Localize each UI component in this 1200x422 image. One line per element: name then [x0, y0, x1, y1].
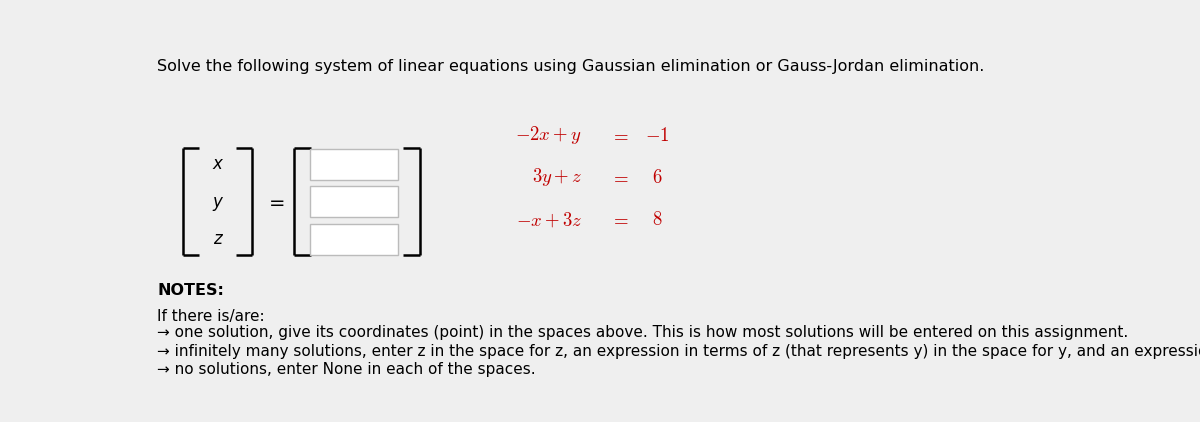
Text: $6$: $6$ — [652, 168, 662, 187]
Text: → no solutions, enter None in each of the spaces.: → no solutions, enter None in each of th… — [157, 362, 536, 377]
Text: NOTES:: NOTES: — [157, 283, 224, 298]
Text: $-x + 3z$: $-x + 3z$ — [516, 210, 582, 229]
Text: z: z — [214, 230, 222, 248]
Text: $-1$: $-1$ — [644, 126, 670, 145]
Text: Solve the following system of linear equations using Gaussian elimination or Gau: Solve the following system of linear equ… — [157, 59, 985, 74]
Text: $=$: $=$ — [611, 126, 629, 145]
Text: If there is/are:: If there is/are: — [157, 309, 265, 324]
Text: $3y + z$: $3y + z$ — [532, 166, 582, 188]
Text: $=$: $=$ — [611, 210, 629, 229]
Text: $-2x + y$: $-2x + y$ — [515, 124, 582, 146]
Text: $=$: $=$ — [611, 168, 629, 187]
Text: $=$: $=$ — [265, 192, 286, 211]
Text: x: x — [212, 155, 222, 173]
FancyBboxPatch shape — [310, 186, 398, 217]
FancyBboxPatch shape — [310, 149, 398, 180]
Text: → infinitely many solutions, enter z in the space for z, an expression in terms : → infinitely many solutions, enter z in … — [157, 344, 1200, 359]
Text: → one solution, give its coordinates (point) in the spaces above. This is how mo: → one solution, give its coordinates (po… — [157, 325, 1129, 340]
Text: $8$: $8$ — [652, 210, 662, 229]
FancyBboxPatch shape — [310, 224, 398, 254]
Text: y: y — [212, 193, 222, 211]
